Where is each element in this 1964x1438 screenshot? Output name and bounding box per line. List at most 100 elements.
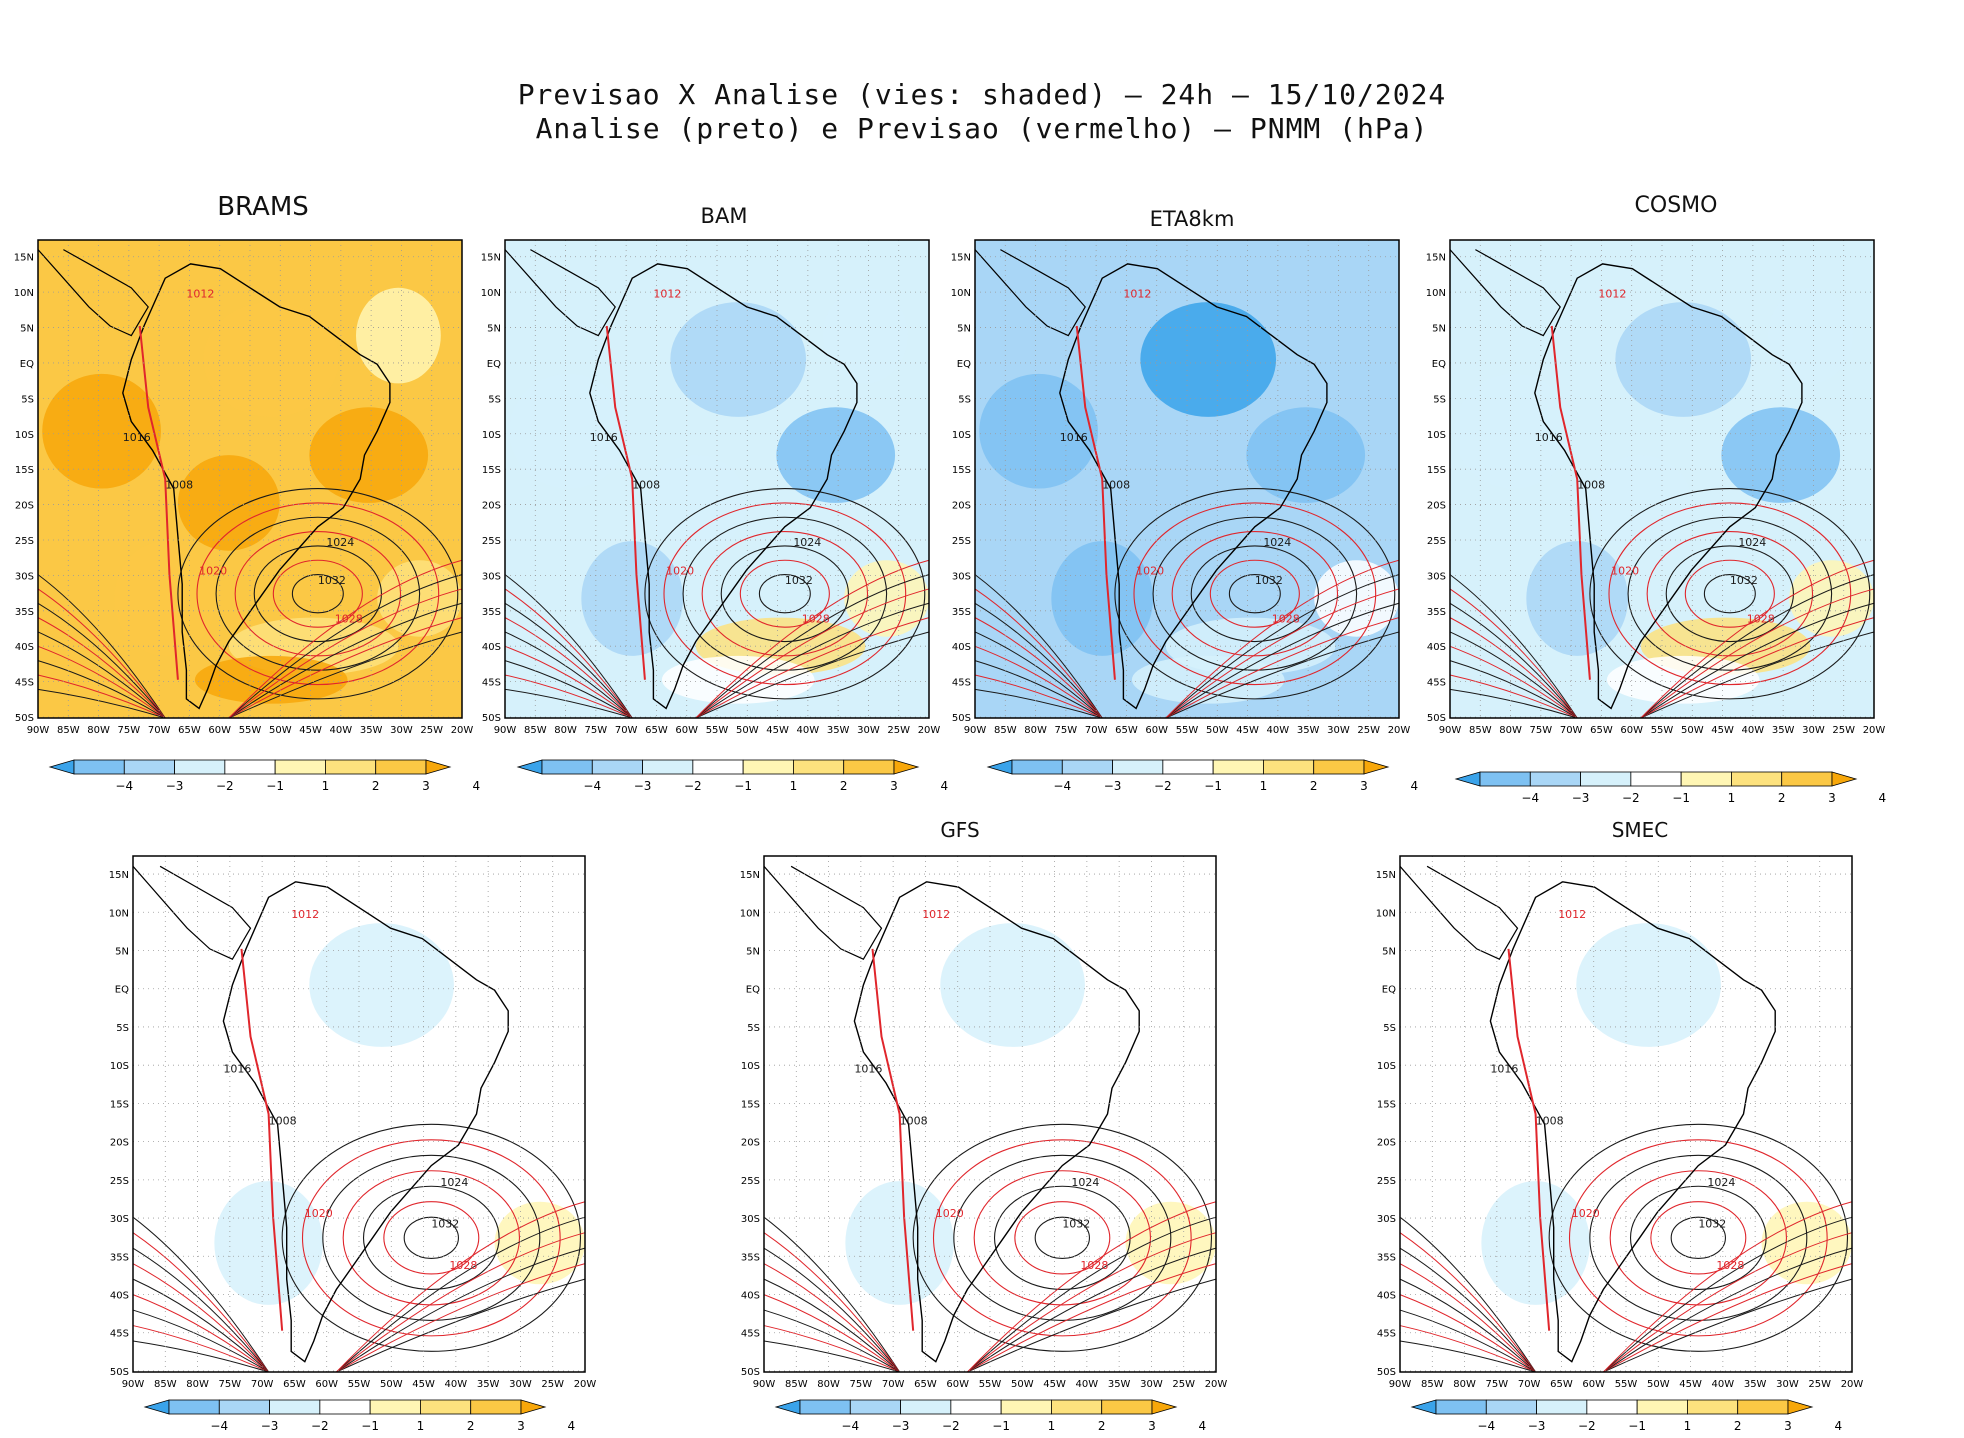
figure-title-line1: Previsao X Analise (vies: shaded) — 24h …: [517, 78, 1447, 111]
map-panel-brams: 1008 1012 1016 1020 1024 1028 1032 15N 10N 5N EQ 5S…: [14, 239, 473, 736]
isobar-contour: [1228, 574, 1281, 614]
lat-tick-label: 15N: [481, 253, 501, 264]
lat-tick-label: 20S: [741, 1138, 760, 1149]
lat-tick-label: 20S: [1427, 501, 1446, 512]
lon-tick-label: 55W: [1651, 725, 1674, 736]
isobar-label: 1028: [1272, 612, 1300, 625]
colorbar-brams: −4 −3 −2 −1 1 2 3 4: [48, 759, 480, 798]
isobar-contour: [1665, 545, 1794, 643]
colorbar-label: −1: [1628, 1419, 1646, 1433]
colorbar-segment: [692, 759, 744, 775]
isobar-label: 1016: [1060, 431, 1088, 444]
lat-tick-label: 20S: [1377, 1138, 1396, 1149]
isobar-label: 1012: [291, 908, 319, 921]
map-frame: [974, 239, 1400, 719]
colorbar-label: −2: [216, 779, 234, 793]
lat-tick-label: 10N: [1376, 908, 1396, 919]
continent-outline: [589, 263, 858, 710]
isobar-label: 1024: [1738, 536, 1766, 549]
lat-tick-label: 30S: [1427, 571, 1446, 582]
isobar-contour: [1603, 1201, 1853, 1373]
isobar-contour: [967, 1247, 1217, 1373]
map-frame: [763, 855, 1217, 1373]
isobar-contour: [336, 1232, 586, 1373]
bias-patch: [1140, 302, 1277, 417]
lon-tick-label: 40W: [1076, 1379, 1099, 1390]
lat-tick-label: 35S: [15, 607, 34, 618]
panel-title-bam: BAM: [700, 204, 748, 228]
isobar-label: 1008: [1577, 479, 1605, 492]
lon-tick-label: 50W: [1647, 1379, 1670, 1390]
lon-tick-label: 35W: [1772, 725, 1795, 736]
lon-tick-label: 60W: [946, 1379, 969, 1390]
colorbar-smec: −4 −3 −2 −1 1 2 3 4: [1410, 1399, 1842, 1438]
colorbar-segment: [893, 759, 920, 775]
isobar-contour: [967, 1216, 1217, 1373]
isobar-contour: [1650, 1201, 1747, 1275]
central-america-outline: [763, 865, 883, 960]
isobar-contour: [974, 674, 1103, 719]
bias-patch: [1768, 287, 1853, 384]
isobar-label: 1012: [1123, 287, 1151, 300]
isobar-contour: [1449, 588, 1578, 719]
colorbar-bam: −4 −3 −2 −1 1 2 3 4: [516, 759, 948, 798]
colorbar-label: 1: [1684, 1419, 1692, 1433]
lat-tick-label: 5S: [1433, 394, 1446, 405]
lat-tick-label: 5N: [957, 324, 971, 335]
colorbar-segment: [1263, 759, 1315, 775]
isobar-contour: [953, 1154, 1172, 1321]
isobar-label: 1032: [318, 574, 346, 587]
lat-tick-label: 35S: [1377, 1252, 1396, 1263]
colorbar-label: −1: [266, 779, 284, 793]
bias-patch: [1739, 907, 1830, 1011]
colorbar-label: −4: [1521, 791, 1539, 805]
lat-tick-label: 30S: [741, 1214, 760, 1225]
colorbar-segment: [1737, 1399, 1789, 1415]
lon-tick-label: 30W: [1802, 725, 1825, 736]
isobar-contour: [763, 1232, 901, 1373]
bias-patch: [1103, 907, 1194, 1011]
map-frame: [132, 855, 586, 1373]
isobar-contour: [763, 1294, 900, 1373]
isobar-contour: [974, 645, 1103, 719]
lon-tick-label: 55W: [348, 1379, 371, 1390]
lat-tick-label: 15N: [1426, 253, 1446, 264]
bias-patch: [137, 1000, 265, 1125]
continent-outline: [1534, 263, 1803, 710]
bias-patch: [1481, 1181, 1590, 1305]
colorbar-label: −3: [1528, 1419, 1546, 1433]
isobar-label: 1024: [1263, 536, 1291, 549]
bias-patch: [509, 373, 628, 489]
lon-tick-label: 45W: [1043, 1379, 1066, 1390]
colorbar-segment: [1479, 771, 1531, 787]
isobar-contour: [132, 1232, 270, 1373]
isobar-label: 1028: [802, 612, 830, 625]
bias-patch: [644, 455, 747, 551]
lon-tick-label: 65W: [645, 725, 668, 736]
isobar-contour: [967, 1263, 1217, 1373]
isobar-label: 1020: [305, 1207, 333, 1220]
bias-patch: [1404, 1000, 1532, 1125]
isobar-contour: [504, 688, 633, 719]
isobar-contour: [763, 1278, 900, 1373]
colorbar-label: 3: [1784, 1419, 1792, 1433]
bias-patch: [913, 1088, 1022, 1192]
isobar-contour: [383, 1201, 480, 1275]
isobar-contour: [1640, 617, 1875, 719]
map-svg-brams: 1008 1012 1016 1020 1024 1028 1032 15N 10N 5N EQ 5S…: [14, 239, 473, 736]
isobar-label: 1012: [922, 908, 950, 921]
map-svg-bam: 1008 1012 1016 1020 1024 1028 1032 15N 10N 5N EQ 5S…: [481, 239, 940, 736]
bias-patch: [940, 923, 1085, 1047]
colorbar-segment: [1112, 759, 1164, 775]
isobar-contour: [758, 574, 811, 614]
lat-tick-label: 15N: [951, 253, 971, 264]
isobar-contour: [1603, 1247, 1853, 1373]
isobar-contour: [228, 588, 463, 719]
isobar-label: 1028: [1716, 1259, 1744, 1272]
isobar-label: 1012: [186, 287, 214, 300]
isobar-contour: [336, 1263, 586, 1373]
isobar-contour: [1114, 488, 1396, 700]
isobar-contour: [132, 1294, 269, 1373]
lon-tick-label: 80W: [1499, 725, 1522, 736]
colorbar-label: 3: [890, 779, 898, 793]
